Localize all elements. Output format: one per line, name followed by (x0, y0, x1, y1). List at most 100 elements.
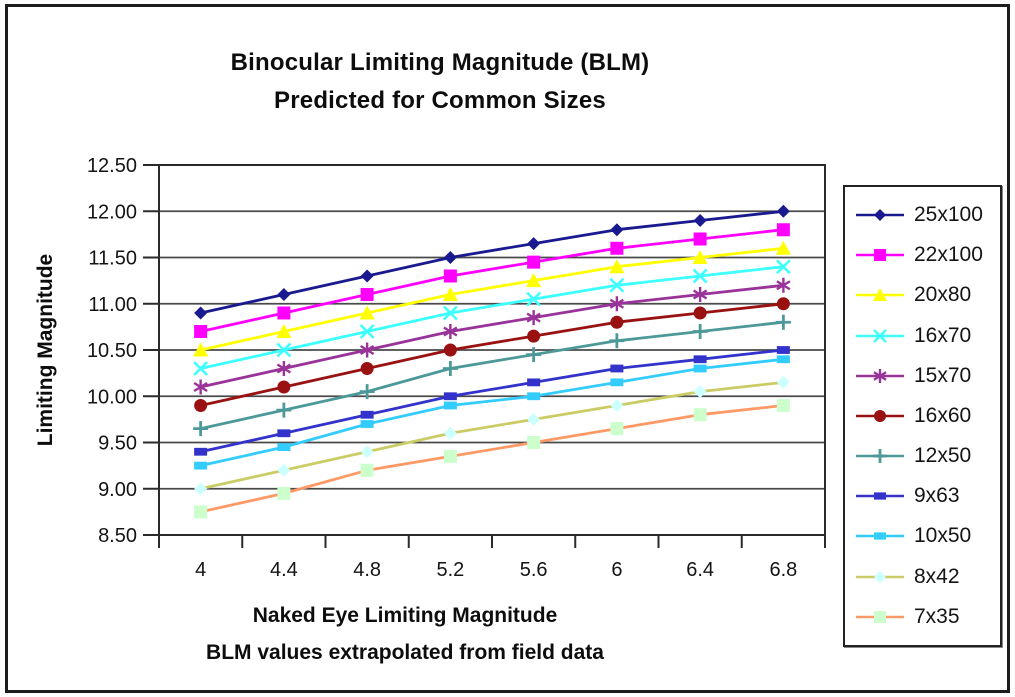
legend-item-12x50: 12x50 (855, 444, 1000, 468)
legend-label-25x100: 25x100 (914, 203, 983, 227)
series-16x60 (194, 297, 790, 412)
data-point-15x70 (193, 379, 208, 395)
data-point-7x35 (360, 463, 374, 477)
axes: 8.50 9.00 9.50 10.00 10.50 11.00 11.50 12.00 12.… (87, 155, 826, 581)
data-point-8x42 (776, 375, 790, 389)
series-25x100 (194, 204, 790, 320)
data-point-15x70 (609, 296, 625, 312)
x-tick-label: 6.8 (769, 559, 797, 581)
data-point-15x70 (526, 310, 541, 326)
x-tick-label: 4.4 (270, 559, 298, 581)
data-point-22x100 (610, 241, 624, 255)
data-point-25x100 (610, 223, 624, 237)
legend-label-20x80: 20x80 (914, 283, 972, 307)
data-point-22x100 (277, 306, 291, 320)
y-tick-label: 8.50 (98, 525, 137, 547)
data-point-9x63 (610, 364, 624, 373)
data-point-16x70 (193, 361, 209, 376)
data-point-15x70 (692, 287, 708, 302)
legend-swatch-16x60 (856, 409, 904, 422)
data-point-16x60 (527, 329, 541, 343)
legend-label-22x100: 22x100 (914, 243, 983, 267)
legend-swatch-15x70 (856, 368, 904, 383)
legend-label-10x50: 10x50 (914, 524, 972, 548)
data-point-20x80 (276, 324, 292, 338)
x-tick-label: 4.8 (353, 559, 381, 581)
data-point-10x50 (693, 364, 707, 373)
data-point-20x80 (692, 250, 708, 264)
data-point-20x80 (442, 287, 458, 301)
data-point-16x60 (693, 306, 707, 320)
data-point-22x100 (693, 232, 707, 246)
data-point-16x70 (526, 291, 542, 307)
data-point-25x100 (527, 237, 541, 251)
legend-swatch-10x50 (856, 532, 904, 541)
data-point-12x50 (193, 421, 209, 437)
data-point-16x70 (276, 342, 292, 358)
data-point-16x60 (194, 399, 208, 412)
data-point-20x80 (775, 240, 791, 255)
data-point-7x35 (610, 422, 624, 436)
data-point-16x70 (442, 305, 458, 321)
data-point-20x80 (359, 305, 375, 320)
legend-swatch-8x42 (856, 570, 904, 583)
y-tick-label: 12.50 (87, 155, 137, 177)
data-point-22x100 (527, 255, 541, 269)
legend-label-12x50: 12x50 (914, 444, 972, 468)
data-point-10x50 (527, 392, 541, 401)
series-8x42 (194, 375, 790, 496)
series-10x50 (194, 355, 790, 470)
data-point-12x50 (775, 314, 791, 330)
data-point-22x100 (443, 269, 457, 283)
legend-label-8x42: 8x42 (914, 564, 960, 588)
data-point-16x60 (443, 343, 457, 357)
legend-swatch-12x50 (856, 449, 904, 464)
data-point-8x42 (693, 385, 707, 399)
data-point-15x70 (443, 324, 458, 339)
series-16x70 (193, 259, 791, 376)
data-point-15x70 (276, 361, 292, 376)
data-point-12x50 (692, 324, 708, 339)
data-point-25x100 (277, 288, 291, 301)
y-tick-label: 9.00 (98, 479, 137, 501)
data-point-15x70 (776, 277, 791, 293)
legend-item-22x100: 22x100 (855, 243, 1000, 267)
data-point-20x80 (526, 273, 542, 288)
data-point-7x35 (776, 399, 790, 412)
data-point-8x42 (277, 463, 291, 477)
y-tick-label: 12.00 (87, 201, 137, 223)
data-point-25x100 (194, 306, 208, 320)
data-point-8x42 (527, 412, 541, 426)
legend-swatch-25x100 (856, 209, 904, 222)
data-point-8x42 (194, 482, 208, 496)
data-point-8x42 (610, 399, 624, 412)
data-point-9x63 (527, 378, 541, 387)
x-tick-label: 5.2 (436, 559, 464, 581)
series-12x50 (193, 314, 791, 437)
data-point-10x50 (443, 401, 457, 410)
data-point-10x50 (610, 378, 624, 387)
data-point-10x50 (360, 420, 374, 428)
data-point-10x50 (277, 443, 291, 452)
data-point-25x100 (693, 214, 707, 227)
data-point-8x42 (443, 426, 457, 440)
chart-title: Binocular Limiting Magnitude (BLM) Predi… (140, 44, 740, 120)
data-point-16x60 (360, 362, 374, 375)
data-point-16x70 (609, 277, 625, 293)
legend-label-16x70: 16x70 (914, 323, 972, 347)
series-7x35 (194, 399, 790, 519)
data-point-16x60 (776, 297, 790, 311)
data-point-9x63 (776, 346, 790, 354)
series-9x63 (194, 346, 790, 456)
legend-item-16x70: 16x70 (855, 324, 1000, 348)
legend-item-7x35: 7x35 (855, 605, 1000, 629)
data-point-12x50 (526, 347, 542, 363)
legend-label-16x60: 16x60 (914, 403, 972, 427)
legend-swatch-16x70 (856, 328, 904, 343)
data-point-12x50 (359, 384, 375, 400)
data-point-16x70 (692, 268, 708, 284)
legend-label-9x63: 9x63 (914, 484, 960, 508)
data-point-22x100 (194, 325, 208, 338)
data-point-20x80 (193, 342, 209, 357)
